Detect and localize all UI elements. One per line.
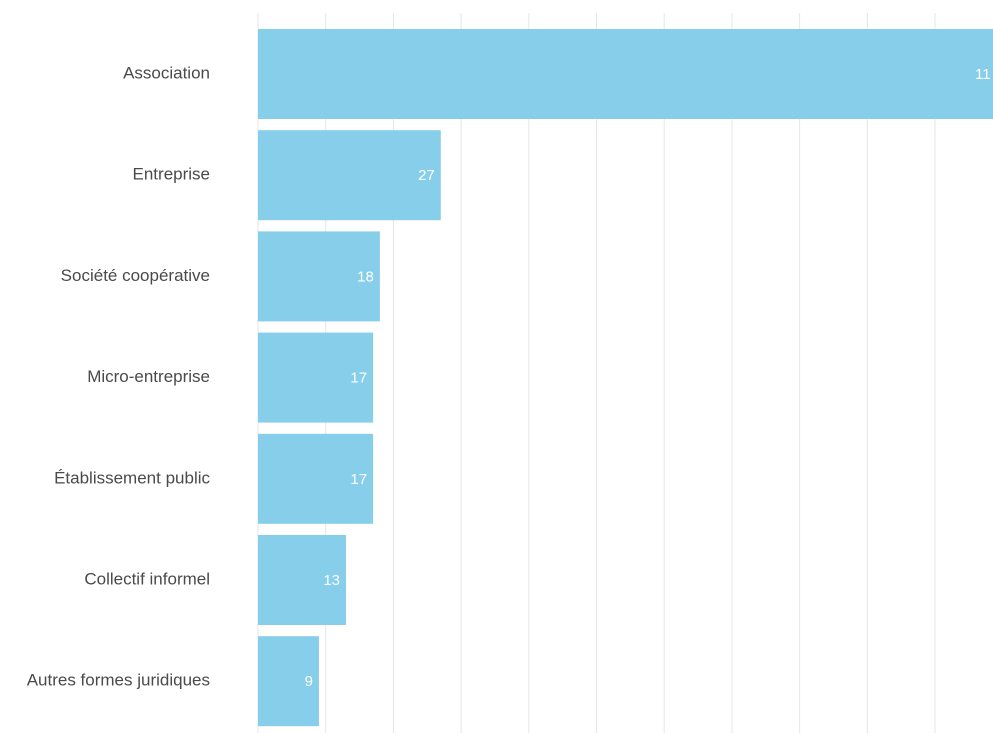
value-labels: 11 27 18 17 17 13 9 [305, 66, 991, 690]
bar [258, 433, 374, 524]
bars [258, 29, 993, 727]
value-label: 17 [350, 370, 367, 387]
value-label: 27 [418, 167, 435, 184]
category-label: Collectif informel [84, 569, 210, 588]
category-label: Association [123, 63, 210, 82]
value-label: 17 [350, 471, 367, 488]
category-label: Micro-entreprise [87, 367, 210, 386]
bar [258, 29, 993, 119]
category-labels: Association Entreprise Société coopérative… [27, 63, 211, 689]
category-label: Entreprise [133, 165, 210, 184]
bar [258, 130, 441, 221]
bar [258, 332, 374, 423]
value-label: 9 [305, 673, 313, 690]
value-label: 11 [975, 66, 991, 83]
bar [258, 231, 380, 322]
category-label: Autres formes juridiques [27, 671, 210, 690]
bar [258, 636, 319, 727]
category-label: Établissement public [54, 468, 210, 487]
value-label: 18 [357, 268, 374, 285]
bar [258, 535, 347, 625]
value-label: 13 [323, 572, 340, 589]
category-label: Société coopérative [61, 266, 210, 285]
